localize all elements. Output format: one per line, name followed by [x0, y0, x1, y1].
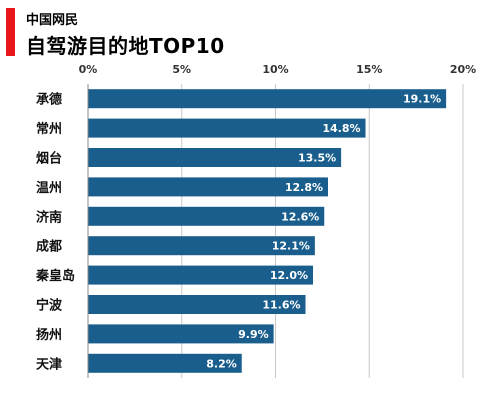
bar	[88, 324, 274, 344]
bar	[88, 295, 306, 314]
bar	[88, 353, 242, 373]
bar	[88, 265, 313, 285]
accent-bar	[6, 8, 15, 56]
category-label: 承德	[36, 92, 62, 108]
data-label: 9.9%	[238, 328, 269, 341]
data-label: 19.1%	[403, 93, 441, 106]
chart-subtitle: 中国网民	[26, 13, 79, 28]
category-label: 扬州	[36, 327, 62, 343]
x-tick-label: 10%	[262, 63, 288, 76]
bar	[88, 89, 447, 109]
bar	[88, 177, 328, 197]
data-label: 13.5%	[298, 152, 336, 165]
data-label: 12.8%	[285, 181, 323, 194]
data-label: 8.2%	[206, 357, 237, 370]
data-label: 12.6%	[281, 210, 319, 223]
x-tick-label: 5%	[172, 63, 191, 76]
data-label: 12.1%	[272, 240, 310, 253]
category-label: 成都	[36, 239, 62, 255]
x-tick-label: 0%	[79, 63, 98, 76]
chart-title: 自驾游目的地TOP10	[26, 34, 225, 58]
category-label: 秦皇岛	[35, 268, 75, 284]
data-label: 12.0%	[270, 269, 308, 282]
x-tick-label: 20%	[450, 63, 476, 76]
data-label: 14.8%	[322, 122, 360, 135]
category-label: 常州	[36, 121, 62, 137]
category-label: 天津	[36, 356, 62, 372]
bar	[88, 118, 366, 138]
category-label: 宁波	[36, 298, 63, 314]
bar	[88, 236, 315, 256]
bar	[88, 148, 342, 167]
bar	[88, 206, 325, 226]
x-tick-label: 15%	[356, 63, 382, 76]
category-label: 烟台	[36, 151, 62, 167]
category-label: 温州	[36, 181, 62, 196]
category-label: 济南	[36, 209, 62, 225]
data-label: 11.6%	[262, 299, 300, 312]
